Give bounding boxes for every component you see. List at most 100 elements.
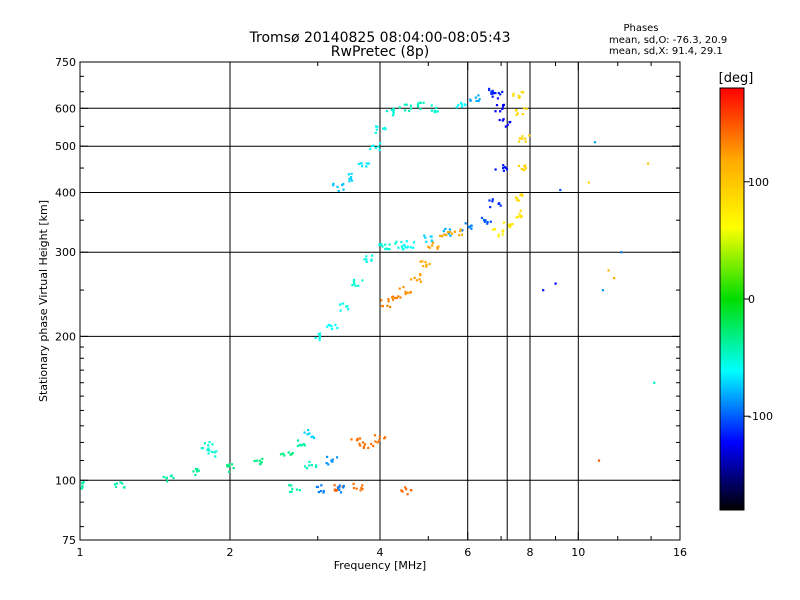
data-point xyxy=(370,259,373,262)
data-point xyxy=(437,245,440,248)
data-point xyxy=(403,244,406,247)
data-point xyxy=(322,490,325,493)
data-point xyxy=(226,464,229,467)
data-point xyxy=(255,459,258,462)
data-point xyxy=(305,467,309,470)
data-point xyxy=(489,220,492,223)
data-point xyxy=(497,233,500,236)
data-point xyxy=(261,457,264,460)
x-tick-label: 6 xyxy=(464,546,471,559)
data-point xyxy=(350,438,353,441)
data-point xyxy=(361,484,364,487)
data-point xyxy=(318,336,321,340)
data-point xyxy=(501,105,505,108)
data-point xyxy=(431,241,434,244)
data-point xyxy=(449,231,452,234)
data-point xyxy=(302,443,305,446)
data-point xyxy=(477,94,480,97)
data-point xyxy=(314,336,317,340)
data-point xyxy=(394,242,397,245)
data-point xyxy=(496,97,499,100)
data-point xyxy=(524,140,527,143)
data-point xyxy=(375,125,378,128)
data-point xyxy=(419,280,422,283)
data-point xyxy=(519,194,522,197)
data-point xyxy=(404,486,407,489)
data-point xyxy=(524,164,527,167)
data-point xyxy=(502,169,505,172)
data-point xyxy=(395,296,398,300)
data-point xyxy=(521,194,524,197)
data-point xyxy=(373,434,377,437)
data-point xyxy=(419,107,422,111)
data-point xyxy=(327,323,330,327)
data-point xyxy=(461,229,464,232)
data-point xyxy=(508,121,511,124)
data-point xyxy=(519,215,522,218)
data-point xyxy=(410,278,413,281)
data-point xyxy=(408,109,411,113)
data-point xyxy=(463,103,466,106)
x-axis-label: Frequency [MHz] xyxy=(334,559,426,572)
data-point xyxy=(331,460,334,463)
data-point xyxy=(512,92,515,95)
data-point xyxy=(521,137,524,140)
data-point xyxy=(213,451,216,454)
data-point xyxy=(491,200,494,203)
data-point xyxy=(444,227,447,230)
data-point xyxy=(518,199,521,202)
data-point xyxy=(382,127,385,130)
data-point xyxy=(314,464,318,467)
data-point xyxy=(498,118,501,122)
data-point xyxy=(215,450,218,453)
data-point xyxy=(507,225,511,228)
data-point xyxy=(502,167,505,170)
data-point xyxy=(442,230,445,233)
data-point xyxy=(387,298,390,301)
data-point xyxy=(379,142,382,145)
data-point xyxy=(488,199,491,202)
data-point xyxy=(430,235,433,238)
data-point xyxy=(375,128,378,131)
data-point xyxy=(361,279,364,282)
data-point xyxy=(330,459,333,462)
data-point xyxy=(488,88,491,92)
data-point xyxy=(516,199,519,202)
data-point xyxy=(413,276,416,279)
data-point xyxy=(318,332,322,335)
data-point xyxy=(391,114,395,117)
data-point xyxy=(467,225,470,228)
data-point xyxy=(497,91,500,95)
data-point xyxy=(288,484,291,487)
data-point xyxy=(522,168,525,171)
data-point xyxy=(502,221,506,224)
data-point xyxy=(470,227,473,230)
data-point xyxy=(374,440,377,443)
data-point xyxy=(400,489,403,492)
data-point xyxy=(517,94,520,97)
data-point xyxy=(211,450,214,453)
data-point xyxy=(607,269,610,272)
data-point xyxy=(253,459,256,463)
data-point xyxy=(495,104,499,107)
data-point xyxy=(400,245,403,248)
data-point xyxy=(342,484,345,488)
data-point xyxy=(398,287,401,290)
data-point xyxy=(318,334,322,338)
data-point xyxy=(528,134,531,137)
data-point xyxy=(512,94,515,97)
data-point xyxy=(338,486,341,489)
data-point xyxy=(383,126,386,130)
data-point xyxy=(392,298,395,301)
y-tick-label: 200 xyxy=(55,330,76,343)
data-point xyxy=(352,482,355,485)
data-point xyxy=(436,247,439,250)
data-point xyxy=(554,282,557,285)
data-point xyxy=(381,305,384,308)
data-point xyxy=(520,91,523,94)
data-point xyxy=(409,246,412,249)
data-point xyxy=(424,236,427,239)
data-point xyxy=(523,168,526,171)
data-point xyxy=(329,324,332,327)
